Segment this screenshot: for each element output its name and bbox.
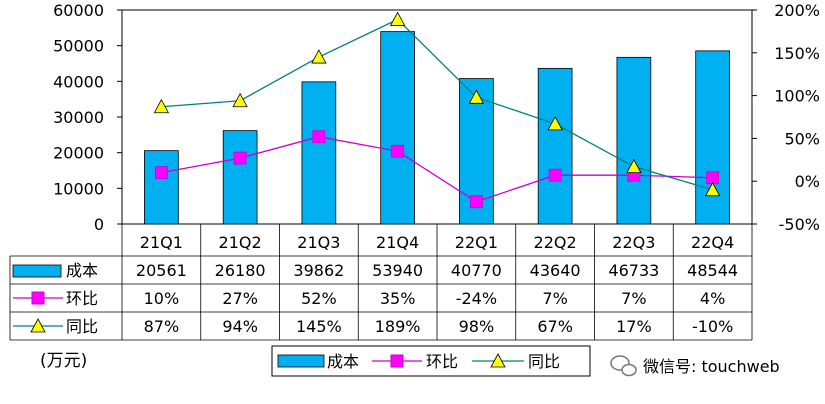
right-axis-label: 0% (795, 172, 820, 191)
bar-22Q2 (537, 67, 573, 225)
mom-value-22Q3: 7% (621, 289, 646, 308)
yoy-point-22Q1 (468, 89, 485, 104)
mom-value-22Q2: 7% (542, 289, 567, 308)
yoy-row-label: 同比 (66, 317, 98, 336)
mom-point-21Q2 (233, 151, 247, 165)
legend-cost-swatch (277, 354, 325, 368)
yoy-value-22Q1: 98% (459, 317, 495, 336)
yoy-point-22Q3 (626, 158, 642, 174)
yoy-value-22Q3: 17% (616, 317, 652, 336)
yoy-point-22Q4 (704, 181, 721, 197)
category-label-22Q1: 22Q1 (455, 233, 498, 252)
yoy-value-21Q4: 189% (375, 317, 421, 336)
yoy-point-22Q2 (547, 116, 563, 131)
category-label-22Q2: 22Q2 (534, 233, 577, 252)
legend-box (271, 345, 591, 377)
mom-value-22Q1: -24% (456, 289, 497, 308)
mom-value-22Q4: 4% (700, 289, 725, 308)
yoy-value-21Q2: 94% (222, 317, 258, 336)
right-axis-label: 150% (774, 44, 820, 63)
category-label-22Q4: 22Q4 (691, 233, 734, 252)
mom-point-22Q2 (548, 168, 562, 182)
left-axis-label: 10000 (53, 179, 104, 198)
bar-21Q1 (144, 150, 179, 225)
bar-21Q2 (222, 130, 258, 225)
yoy-value-21Q3: 145% (296, 317, 342, 336)
mom-point-21Q1 (154, 166, 168, 180)
yoy-value-22Q2: 67% (537, 317, 573, 336)
yoy-point-21Q2 (232, 92, 248, 108)
cost-value-22Q1: 40770 (451, 261, 502, 280)
mom-line (161, 136, 713, 203)
mom-value-21Q4: 35% (380, 289, 416, 308)
left-axis-label: 0 (94, 215, 104, 234)
category-label-22Q3: 22Q3 (612, 233, 655, 252)
plot-area (121, 9, 753, 225)
yoy-row-key-marker (30, 318, 46, 333)
cost-value-22Q3: 46733 (608, 261, 659, 280)
left-axis-label: 20000 (53, 144, 104, 163)
yoy-line (161, 18, 713, 191)
yoy-value-21Q1: 87% (144, 317, 180, 336)
right-axis-label: 100% (774, 87, 820, 106)
category-label-21Q2: 21Q2 (219, 233, 262, 252)
right-axis-label: -50% (779, 215, 820, 234)
cost-value-21Q4: 53940 (372, 261, 423, 280)
unit-label: (万元) (40, 351, 87, 371)
left-axis-label: 30000 (53, 108, 104, 127)
legend-mom-label: 环比 (426, 352, 458, 371)
cost-row-key (12, 264, 62, 278)
mom-point-22Q1 (469, 195, 483, 209)
mom-value-21Q3: 52% (301, 289, 337, 308)
category-label-21Q4: 21Q4 (376, 233, 419, 252)
mom-point-21Q3 (312, 130, 326, 144)
cost-value-21Q2: 26180 (215, 261, 266, 280)
cost-row-label: 成本 (66, 261, 98, 280)
cost-value-22Q4: 48544 (687, 261, 738, 280)
left-axis-label: 50000 (53, 37, 104, 56)
yoy-point-21Q4 (389, 11, 406, 26)
legend-yoy-marker (490, 353, 506, 368)
yoy-point-21Q1 (153, 98, 170, 114)
wechat-icon (610, 355, 637, 377)
bar-21Q4 (380, 31, 415, 225)
cost-value-21Q3: 39862 (293, 261, 344, 280)
legend-cost-label: 成本 (327, 352, 359, 371)
category-label-21Q3: 21Q3 (297, 233, 340, 252)
mom-value-21Q1: 10% (144, 289, 180, 308)
legend-mom-marker (390, 354, 404, 368)
cost-value-22Q2: 43640 (530, 261, 581, 280)
bar-22Q3 (616, 56, 652, 225)
mom-row-label: 环比 (66, 289, 98, 308)
bar-21Q3 (301, 81, 337, 225)
left-axis-label: 40000 (53, 72, 104, 91)
left-axis-label: 60000 (53, 1, 104, 20)
watermark: 微信号: touchweb (610, 355, 780, 377)
mom-point-21Q4 (391, 144, 405, 158)
yoy-point-21Q3 (311, 49, 327, 64)
right-axis-label: 50% (784, 129, 820, 148)
mom-value-21Q2: 27% (222, 289, 258, 308)
category-label-21Q1: 21Q1 (140, 233, 183, 252)
right-axis-label: 200% (774, 1, 820, 20)
bar-22Q4 (695, 50, 730, 225)
watermark-text: 微信号: touchweb (643, 357, 780, 376)
cost-value-21Q1: 20561 (136, 261, 187, 280)
mom-row-key-marker (31, 291, 45, 305)
legend-yoy-label: 同比 (528, 352, 560, 371)
yoy-value-22Q4: -10% (692, 317, 733, 336)
